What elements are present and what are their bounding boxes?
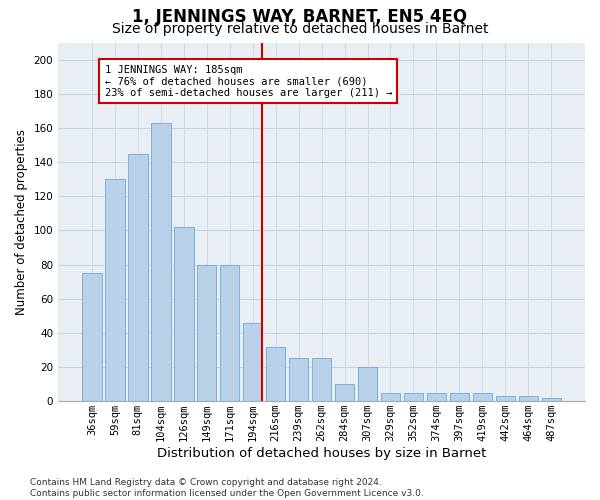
Bar bbox=[151, 123, 170, 401]
Bar bbox=[381, 392, 400, 401]
Bar bbox=[266, 346, 286, 401]
Bar bbox=[542, 398, 561, 401]
Bar bbox=[312, 358, 331, 401]
Bar bbox=[496, 396, 515, 401]
Text: Size of property relative to detached houses in Barnet: Size of property relative to detached ho… bbox=[112, 22, 488, 36]
Bar bbox=[473, 392, 492, 401]
X-axis label: Distribution of detached houses by size in Barnet: Distribution of detached houses by size … bbox=[157, 447, 486, 460]
Text: Contains HM Land Registry data © Crown copyright and database right 2024.
Contai: Contains HM Land Registry data © Crown c… bbox=[30, 478, 424, 498]
Text: 1, JENNINGS WAY, BARNET, EN5 4EQ: 1, JENNINGS WAY, BARNET, EN5 4EQ bbox=[133, 8, 467, 26]
Bar bbox=[243, 322, 262, 401]
Bar bbox=[335, 384, 355, 401]
Bar bbox=[289, 358, 308, 401]
Text: 1 JENNINGS WAY: 185sqm
← 76% of detached houses are smaller (690)
23% of semi-de: 1 JENNINGS WAY: 185sqm ← 76% of detached… bbox=[104, 64, 392, 98]
Bar bbox=[427, 392, 446, 401]
Bar bbox=[220, 264, 239, 401]
Bar bbox=[128, 154, 148, 401]
Bar bbox=[518, 396, 538, 401]
Y-axis label: Number of detached properties: Number of detached properties bbox=[15, 129, 28, 315]
Bar bbox=[404, 392, 423, 401]
Bar bbox=[197, 264, 217, 401]
Bar bbox=[82, 273, 101, 401]
Bar bbox=[449, 392, 469, 401]
Bar bbox=[174, 227, 194, 401]
Bar bbox=[105, 179, 125, 401]
Bar bbox=[358, 367, 377, 401]
